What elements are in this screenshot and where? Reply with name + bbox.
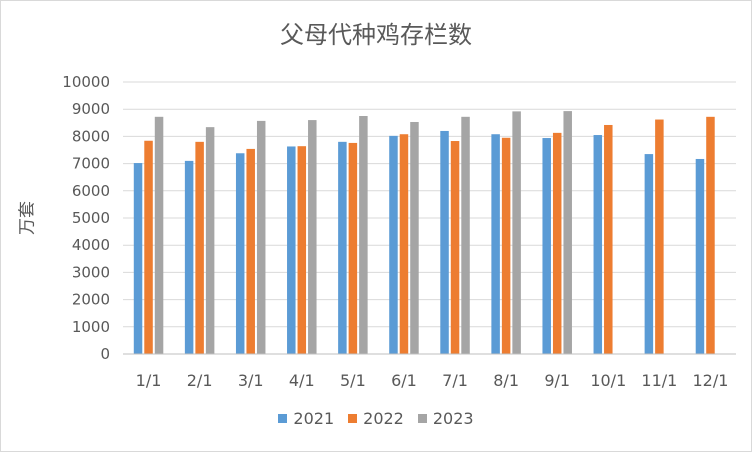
bar-2022-8/1	[501, 137, 511, 354]
bar-2023-7/1	[461, 116, 470, 354]
y-tick-label: 2000	[72, 291, 110, 309]
legend-item-2021: 2021	[278, 409, 334, 428]
y-tick-label: 0	[100, 345, 110, 363]
bar-2022-4/1	[297, 146, 307, 354]
x-tick-label: 4/1	[289, 371, 315, 390]
y-tick-label: 6000	[72, 182, 110, 200]
x-tick-label: 8/1	[493, 371, 519, 390]
bar-2022-3/1	[246, 148, 255, 354]
bar-2022-1/1	[144, 140, 153, 354]
x-tick-label: 6/1	[391, 371, 417, 390]
x-tick-label: 2/1	[187, 371, 213, 390]
bar-2023-4/1	[308, 120, 317, 354]
bar-2022-9/1	[552, 132, 562, 354]
bar-2021-9/1	[542, 138, 551, 354]
legend-swatch	[278, 414, 288, 423]
bar-2022-5/1	[348, 142, 358, 354]
x-tick-label: 7/1	[442, 371, 468, 390]
chart-title: 父母代种鸡存栏数	[280, 21, 472, 49]
bar-2022-7/1	[450, 141, 460, 354]
bar-2023-1/1	[154, 116, 164, 354]
bar-2022-12/1	[706, 116, 715, 354]
y-tick-label: 4000	[72, 236, 110, 254]
bar-2023-3/1	[256, 120, 266, 355]
bar-2023-9/1	[563, 111, 572, 354]
bar-2021-3/1	[235, 153, 245, 354]
bar-2022-10/1	[604, 124, 613, 354]
x-tick-label: 11/1	[641, 371, 677, 390]
bar-2021-2/1	[184, 160, 194, 354]
bar-2021-8/1	[491, 134, 500, 354]
x-tick-label: 1/1	[136, 371, 162, 390]
bar-2023-5/1	[359, 116, 368, 354]
bar-2023-2/1	[205, 127, 215, 354]
bar-2021-5/1	[338, 141, 347, 354]
legend-label: 2023	[432, 409, 474, 428]
bar-2021-10/1	[593, 135, 603, 354]
y-tick-label: 9000	[72, 100, 110, 118]
bar-2021-7/1	[440, 130, 449, 354]
bar-2022-2/1	[195, 141, 204, 354]
x-tick-label: 3/1	[238, 371, 264, 390]
y-tick-label: 10000	[62, 73, 110, 91]
legend-label: 2022	[363, 409, 404, 428]
legend-swatch	[348, 414, 358, 423]
legend-swatch	[417, 414, 427, 423]
bar-2021-12/1	[695, 158, 705, 354]
y-tick-label: 1000	[72, 318, 110, 336]
bar-2022-6/1	[399, 134, 409, 354]
bar-2021-6/1	[389, 135, 398, 354]
bar-2021-4/1	[287, 146, 296, 354]
x-tick-label: 12/1	[692, 371, 728, 390]
bar-2023-8/1	[512, 111, 521, 354]
legend: 2021 2022 2023	[1, 409, 751, 428]
x-tick-label: 9/1	[544, 371, 570, 390]
x-tick-label: 10/1	[590, 371, 626, 390]
legend-label: 2021	[293, 409, 335, 428]
bar-2023-6/1	[410, 121, 419, 354]
x-tick-label: 5/1	[340, 371, 366, 390]
y-tick-label: 8000	[72, 127, 110, 145]
bar-2022-11/1	[655, 119, 664, 354]
y-tick-label: 5000	[72, 209, 110, 227]
y-tick-label: 7000	[72, 155, 110, 173]
y-tick-label: 3000	[72, 263, 110, 281]
legend-item-2023: 2023	[417, 409, 474, 428]
bar-2021-11/1	[644, 154, 654, 354]
bar-2021-1/1	[133, 163, 143, 354]
legend-item-2022: 2022	[348, 409, 404, 428]
